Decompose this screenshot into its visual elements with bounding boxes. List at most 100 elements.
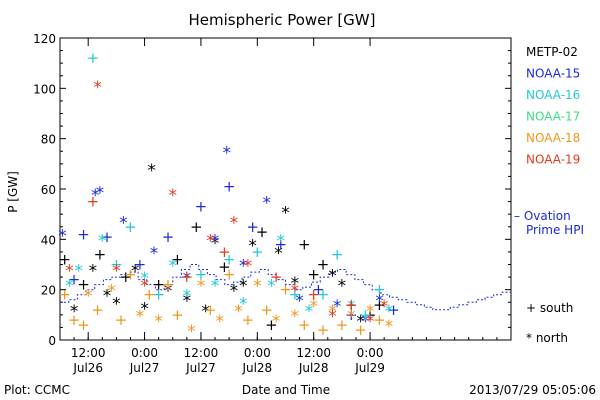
data-point-noaa-18: + [223,266,236,284]
data-point-metp-02: * [291,274,300,294]
legend: METP-02 NOAA-15 NOAA-16 NOAA-17 NOAA-18 NOAA-… [514,45,584,345]
data-point-noaa-15: * [361,312,370,332]
data-point-noaa-18: + [204,301,217,319]
data-point-noaa-16: + [195,266,208,284]
legend-entry: NOAA-16 [526,88,580,102]
data-point-noaa-19: * [366,312,375,332]
data-point-noaa-15: * [333,297,342,317]
data-point-metp-02: * [147,161,156,181]
data-point-noaa-19: * [380,297,389,317]
data-point-metp-02: * [211,234,220,254]
x-tick-time-label: 0:00 [357,346,384,360]
legend-north-marker: * north [526,331,568,345]
data-point-noaa-15: + [68,271,81,289]
data-point-noaa-18: * [84,287,93,307]
data-point-noaa-15: + [345,306,358,324]
data-point-metp-02: + [77,276,90,294]
data-point-metp-02: * [248,236,257,256]
y-tick-label: 40 [41,233,56,247]
data-point-noaa-18: * [136,307,145,327]
y-tick-label: 80 [41,133,56,147]
data-point-noaa-16: * [267,277,276,297]
data-point-noaa-16: * [169,257,178,277]
x-tick-time-label: 12:00 [71,346,106,360]
data-point-noaa-19: * [206,231,215,251]
y-tick-label: 20 [41,284,56,298]
data-point-noaa-18: + [91,301,104,319]
data-point-noaa-18: + [317,321,330,339]
data-point-metp-02: + [373,296,386,314]
data-point-noaa-18: * [154,312,163,332]
data-point-noaa-18: * [234,302,243,322]
data-point-noaa-16: + [110,256,123,274]
data-point-metp-02: * [281,204,290,224]
data-point-noaa-18: * [366,302,375,322]
data-point-metp-02: + [298,235,311,253]
legend-entry: METP-02 [526,45,578,59]
data-point-metp-02: + [94,245,107,263]
data-point-noaa-19: + [181,268,194,286]
data-point-noaa-16: * [211,277,220,297]
data-point-noaa-18: + [336,316,349,334]
plot-timestamp: 2013/07/29 05:05:06 [469,383,596,397]
ovation-line [60,264,511,311]
data-point-noaa-18: + [162,276,175,294]
data-point-noaa-15: + [312,281,325,299]
data-point-noaa-16: * [183,287,192,307]
x-tick-time-label: 0:00 [131,346,158,360]
data-point-noaa-15: + [162,228,175,246]
data-point-noaa-18: + [354,321,367,339]
x-tick-time-label: 12:00 [296,346,331,360]
data-point-noaa-18: * [385,317,394,337]
data-point-metp-02: * [164,282,173,302]
data-point-noaa-18: * [272,312,281,332]
data-point-noaa-15: * [58,226,67,246]
data-point-metp-02: + [256,223,269,241]
data-point-noaa-18: * [197,277,206,297]
data-point-noaa-15: + [195,198,208,216]
data-point-noaa-16: * [385,302,394,322]
data-point-metp-02: * [230,282,239,302]
legend-south-marker: + south [526,301,573,315]
x-tick-time-label: 12:00 [184,346,219,360]
data-point-noaa-19: + [345,296,358,314]
data-point-noaa-16: * [305,302,314,322]
data-point-noaa-18: + [124,266,137,284]
data-point-noaa-16: + [124,218,137,236]
data-point-metp-02: * [103,287,112,307]
data-point-noaa-16: + [87,49,100,67]
legend-entry: NOAA-18 [526,131,580,145]
data-point-noaa-15: * [211,231,220,251]
data-point-noaa-16: * [65,277,74,297]
data-point-noaa-18: + [260,301,273,319]
y-tick-label: 120 [33,32,56,46]
data-point-noaa-16: * [140,269,149,289]
data-point-noaa-15: * [96,184,105,204]
data-point-noaa-15: * [239,257,248,277]
data-point-noaa-18: + [77,316,90,334]
data-point-noaa-16: + [251,243,264,261]
data-point-noaa-15: + [101,228,114,246]
data-point-noaa-15: * [150,244,159,264]
data-point-metp-02: * [338,277,347,297]
data-point-noaa-19: * [65,262,74,282]
x-tick-date-label: Jul29 [354,361,385,375]
data-point-noaa-15: + [275,235,288,253]
data-point-metp-02: * [70,302,79,322]
data-points: +*+*+* *+***+*+*+**+* **++***+++**+*++*++*… [58,49,400,342]
legend-entry: NOAA-19 [526,153,580,167]
x-tick-date-label: Jul28 [241,361,272,375]
data-point-noaa-18: * [347,307,356,327]
legend-entry: NOAA-15 [526,67,580,81]
data-point-noaa-16: + [373,281,386,299]
data-point-metp-02: + [345,296,358,314]
data-point-noaa-16: * [239,294,248,314]
legend-ovation-line2: Prime HPI [526,223,584,237]
data-point-noaa-15: * [183,269,192,289]
y-tick-label: 60 [41,183,56,197]
data-point-noaa-18: + [68,311,81,329]
data-point-noaa-16: + [359,306,372,324]
data-point-noaa-18: + [115,311,128,329]
x-tick-date-label: Jul26 [72,361,103,375]
